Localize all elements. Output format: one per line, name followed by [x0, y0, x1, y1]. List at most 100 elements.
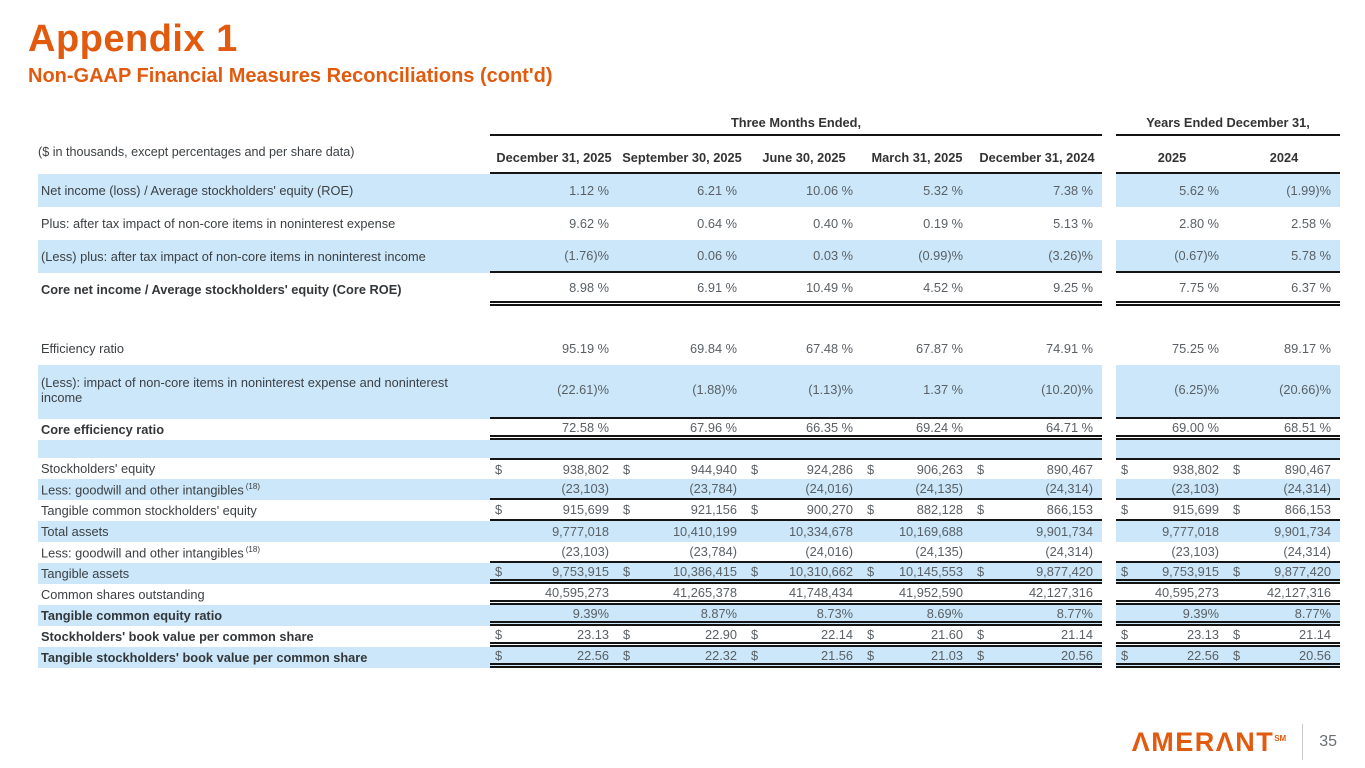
value-text: (23,103) [1171, 481, 1219, 496]
row-label: Stockholders' equity [41, 461, 156, 476]
cell-value: 9,901,734 [972, 521, 1102, 542]
column-header: December 31, 2024 [972, 136, 1102, 174]
column-group-gap [1102, 365, 1116, 419]
value-text: (24,314) [1045, 544, 1093, 559]
cell-value: $20.56 [1228, 647, 1340, 668]
value-text: 64.71 % [1046, 419, 1093, 435]
value-text: 10.06 % [806, 183, 853, 198]
dollar-sign: $ [867, 626, 875, 642]
value-text: 9,877,420 [1036, 563, 1093, 579]
value-text: 22.90 [704, 626, 737, 642]
value-text: 6.91 % [697, 279, 737, 295]
row-label-cell: Core efficiency ratio [38, 419, 490, 440]
dollar-sign: $ [1121, 563, 1129, 579]
value-text: 75.25 % [1172, 341, 1219, 356]
dollar-sign: $ [623, 626, 631, 642]
value-text: (24,135) [915, 481, 963, 496]
cell-value: (23,103) [490, 542, 618, 563]
cell-value: 0.19 % [862, 207, 972, 240]
value-text: 9,753,915 [1162, 563, 1219, 579]
group-header: Years Ended December 31, [1116, 115, 1340, 136]
cell-value: (24,314) [1228, 542, 1340, 563]
value-text: 21.14 [1298, 626, 1331, 642]
cell-value: $10,310,662 [746, 563, 862, 584]
spacer-row [38, 306, 1342, 332]
value-text: 67.96 % [690, 419, 737, 435]
column-header: September 30, 2025 [618, 136, 746, 174]
cell-value: 9.39% [1116, 605, 1228, 626]
cell-value: 10.06 % [746, 174, 862, 207]
cell-value: (24,314) [972, 479, 1102, 500]
group-header-spacer [38, 112, 490, 136]
row-label-cell: Total assets [38, 521, 490, 542]
cell-value: 1.12 % [490, 174, 618, 207]
row-label-cell: Tangible stockholders' book value per co… [38, 647, 490, 668]
value-text: 0.03 % [813, 248, 853, 263]
value-text: 866,153 [1284, 502, 1331, 517]
cell-value: $938,802 [490, 458, 618, 479]
cell-value: $22.90 [618, 626, 746, 647]
dollar-sign: $ [977, 626, 985, 642]
value-text: (3.26)% [1048, 248, 1093, 263]
row-label: Core efficiency ratio [41, 422, 165, 437]
dollar-sign: $ [867, 502, 875, 517]
cell-value: 95.19 % [490, 332, 618, 365]
cell-value: 5.32 % [862, 174, 972, 207]
value-text: 21.60 [930, 626, 963, 642]
value-text: 921,156 [690, 502, 737, 517]
table-row: Total assets 9,777,018 10,410,199 10,334,67… [38, 521, 1342, 542]
cell-value: 4.52 % [862, 273, 972, 306]
value-text: 41,265,378 [672, 584, 737, 600]
value-text: 8.73% [816, 605, 853, 621]
reconciliation-table: Three Months Ended, Years Ended December … [38, 112, 1342, 668]
dollar-sign: $ [623, 647, 631, 663]
value-text: 41,748,434 [788, 584, 853, 600]
dollar-sign: $ [977, 563, 985, 579]
column-group-gap [1102, 419, 1116, 440]
spacer-cell [1228, 440, 1340, 458]
cell-value: 9.62 % [490, 207, 618, 240]
dollar-sign: $ [751, 647, 759, 663]
row-label-cell: Core net income / Average stockholders' … [38, 273, 490, 306]
cell-value: $915,699 [1116, 500, 1228, 521]
cell-value: 40,595,273 [490, 584, 618, 605]
value-text: 22.56 [1186, 647, 1219, 663]
cell-value: 7.38 % [972, 174, 1102, 207]
spacer-cell [490, 440, 618, 458]
value-text: 900,270 [806, 502, 853, 517]
cell-value: $921,156 [618, 500, 746, 521]
dollar-sign: $ [751, 502, 759, 517]
row-label: Net income (loss) / Average stockholders… [41, 183, 354, 198]
amerant-logo-sm: SM [1274, 733, 1287, 743]
cell-value: 74.91 % [972, 332, 1102, 365]
cell-value: $22.14 [746, 626, 862, 647]
column-group-gap [1102, 273, 1116, 306]
dollar-sign: $ [623, 563, 631, 579]
dollar-sign: $ [1233, 647, 1241, 663]
table-row: Less: goodwill and other intangibles (18)… [38, 542, 1342, 563]
value-text: 8.98 % [569, 279, 609, 295]
cell-value: $944,940 [618, 458, 746, 479]
cell-value: 0.40 % [746, 207, 862, 240]
row-label-cell: Less: goodwill and other intangibles (18) [38, 479, 490, 500]
cell-value: (24,016) [746, 479, 862, 500]
value-text: 890,467 [1284, 462, 1331, 477]
column-header: March 31, 2025 [862, 136, 972, 174]
cell-value: (24,314) [972, 542, 1102, 563]
value-text: 41,952,590 [898, 584, 963, 600]
column-group-gap [1102, 458, 1116, 479]
dollar-sign: $ [1233, 502, 1241, 517]
column-group-gap [1102, 605, 1116, 626]
value-text: 2.58 % [1291, 216, 1331, 231]
value-text: (24,016) [805, 481, 853, 496]
row-label-cell: Tangible assets [38, 563, 490, 584]
value-text: (24,016) [805, 544, 853, 559]
value-text: (23,103) [561, 544, 609, 559]
cell-value: 8.69% [862, 605, 972, 626]
value-text: 42,127,316 [1266, 584, 1331, 600]
dollar-sign: $ [1233, 462, 1241, 477]
spacer-cell [1116, 440, 1228, 458]
value-text: 7.75 % [1179, 279, 1219, 295]
cell-value: $21.03 [862, 647, 972, 668]
page-number: 35 [1319, 733, 1337, 750]
